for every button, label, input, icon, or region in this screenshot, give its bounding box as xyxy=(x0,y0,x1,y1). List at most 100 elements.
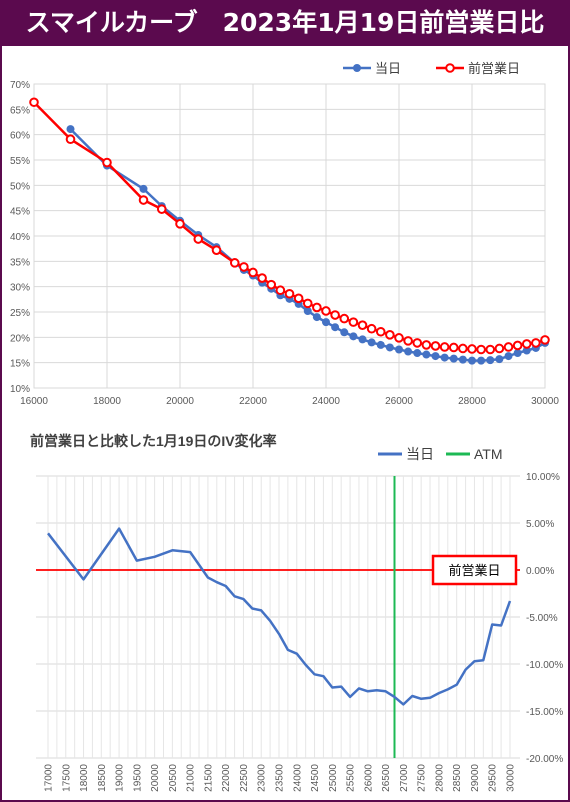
reference-label: 前営業日 xyxy=(448,563,500,578)
data-point-today xyxy=(395,345,403,354)
data-point-previous-day xyxy=(65,134,76,145)
y-tick-label: 20% xyxy=(10,333,30,344)
data-point-previous-day xyxy=(348,317,359,327)
x-tick-label: 28000 xyxy=(434,764,445,792)
series-line-today xyxy=(69,128,546,362)
data-point-today xyxy=(404,347,413,356)
data-point-today xyxy=(422,350,431,359)
data-point-today xyxy=(322,318,330,327)
legend: 当日 前営業日 xyxy=(343,61,520,76)
data-point-previous-day xyxy=(156,204,167,214)
data-point-today xyxy=(312,313,321,322)
y-tick-label: -5.00% xyxy=(526,613,558,624)
data-point-previous-day xyxy=(175,219,185,229)
y-tick-label: 45% xyxy=(10,207,30,218)
data-point-today xyxy=(504,352,513,361)
x-tick-label: 24000 xyxy=(292,764,303,792)
data-point-previous-day xyxy=(375,326,386,337)
legend-label-atm: ATM xyxy=(474,446,503,462)
data-point-today xyxy=(458,355,467,364)
x-tick-label: 25000 xyxy=(328,764,339,792)
x-tick-label: 18000 xyxy=(79,764,90,792)
x-tick-label: 19000 xyxy=(115,764,126,792)
y-tick-labels: 10% 15% 20% 25% 30% 35% 40% 45% 50% 55% 60% 65% 70% xyxy=(10,80,30,395)
data-point-today xyxy=(468,356,476,365)
data-point-previous-day xyxy=(503,342,514,352)
data-point-today xyxy=(139,184,148,193)
data-point-today xyxy=(440,353,449,362)
data-point-previous-day xyxy=(229,258,240,268)
x-tick-label: 17500 xyxy=(61,764,72,792)
x-tick-label: 28500 xyxy=(452,764,463,792)
x-tick-label: 23500 xyxy=(275,764,286,792)
series-line-today xyxy=(47,527,512,706)
y-tick-label: 5.00% xyxy=(526,519,554,530)
x-tick-label: 24000 xyxy=(312,396,340,407)
x-tick-label: 26000 xyxy=(385,396,413,407)
x-tick-label: 23000 xyxy=(257,764,268,792)
y-tick-label: 40% xyxy=(10,232,30,243)
data-point-today xyxy=(495,355,504,364)
y-tick-label: 25% xyxy=(10,308,30,319)
x-tick-label: 18500 xyxy=(97,764,108,792)
x-tick-label: 22000 xyxy=(221,764,232,792)
data-point-previous-day xyxy=(29,97,39,108)
data-point-previous-day xyxy=(248,267,258,278)
y-tick-label: -15.00% xyxy=(526,707,563,718)
x-tick-label: 29000 xyxy=(470,764,481,792)
data-point-today xyxy=(66,125,75,134)
y-tick-label: 10.00% xyxy=(526,472,560,483)
x-tick-label: 26000 xyxy=(363,764,374,792)
data-point-today xyxy=(513,349,522,358)
data-point-previous-day xyxy=(257,273,267,283)
data-point-previous-day xyxy=(211,245,222,255)
data-point-today xyxy=(331,323,340,332)
data-point-previous-day xyxy=(531,338,541,348)
y-tick-label: 70% xyxy=(10,80,30,91)
data-point-previous-day xyxy=(339,313,350,324)
x-tick-label: 21000 xyxy=(186,764,197,792)
data-point-previous-day xyxy=(430,341,441,351)
data-point-previous-day xyxy=(439,342,450,352)
data-point-previous-day xyxy=(302,298,313,309)
data-point-previous-day xyxy=(421,340,432,350)
data-point-today xyxy=(522,346,531,355)
data-point-previous-day xyxy=(266,279,277,290)
iv-change-chart: 前営業日と比較した1月19日のIV変化率 前営業日 10.00% 5.00% 0.0… xyxy=(30,433,563,792)
grid xyxy=(33,83,546,389)
data-point-today xyxy=(376,340,385,349)
data-point-previous-day xyxy=(275,285,286,296)
data-point-previous-day xyxy=(293,293,304,304)
data-point-previous-day xyxy=(494,343,505,354)
data-point-previous-day xyxy=(540,335,550,345)
y-tick-label: 10% xyxy=(10,384,30,395)
data-point-today xyxy=(431,352,440,361)
y-tick-label: 65% xyxy=(10,105,30,116)
data-point-previous-day xyxy=(312,302,322,313)
x-tick-label: 30000 xyxy=(531,396,559,407)
data-point-previous-day xyxy=(239,262,249,272)
data-point-previous-day xyxy=(521,339,532,349)
x-tick-label: 25500 xyxy=(346,764,357,792)
data-point-previous-day xyxy=(512,340,523,351)
x-tick-label: 21500 xyxy=(203,764,214,792)
x-tick-label: 20000 xyxy=(150,764,161,792)
y-tick-label: -20.00% xyxy=(526,754,563,765)
legend: 当日 ATM xyxy=(378,446,503,462)
data-point-today xyxy=(449,354,458,363)
x-tick-label: 27500 xyxy=(417,764,428,792)
data-point-previous-day xyxy=(476,344,486,355)
x-tick-label: 20000 xyxy=(166,396,194,407)
y-tick-label: 55% xyxy=(10,156,30,167)
y-tick-label: -10.00% xyxy=(526,660,563,671)
x-tick-label: 24500 xyxy=(310,764,321,792)
series-layer xyxy=(29,97,550,365)
legend-swatch-marker xyxy=(445,63,455,73)
data-point-today xyxy=(303,306,312,315)
legend-label: 当日 xyxy=(375,61,401,76)
data-point-previous-day xyxy=(138,195,149,205)
x-tick-label: 19500 xyxy=(132,764,143,792)
y-tick-label: 0.00% xyxy=(526,566,554,577)
plot-area xyxy=(33,83,546,389)
x-tick-label: 29500 xyxy=(488,764,499,792)
